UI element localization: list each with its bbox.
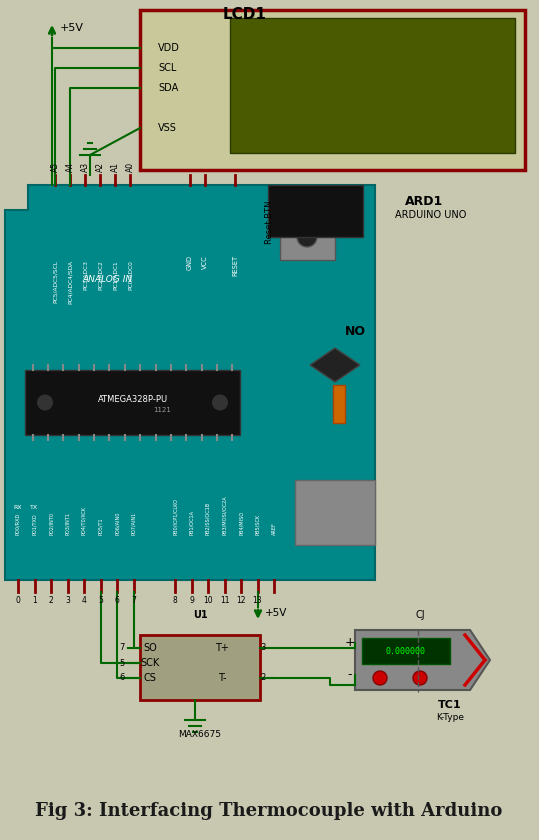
Text: 2: 2	[49, 596, 53, 605]
Text: A5: A5	[51, 162, 59, 172]
Text: SCK: SCK	[140, 658, 160, 668]
Text: PD6/AIN0: PD6/AIN0	[114, 512, 120, 535]
Text: 0: 0	[16, 596, 20, 605]
Text: ANALOG IN: ANALOG IN	[83, 275, 133, 284]
Text: 7: 7	[131, 596, 136, 605]
Text: PC0/ADC0: PC0/ADC0	[128, 260, 133, 290]
Text: ARDUINO UNO: ARDUINO UNO	[395, 210, 466, 220]
Text: PC3/ADC3: PC3/ADC3	[82, 260, 87, 290]
Circle shape	[212, 395, 228, 411]
Text: A0: A0	[126, 162, 135, 172]
Text: 7: 7	[120, 643, 125, 653]
Text: GND: GND	[187, 255, 193, 270]
Text: PD5/T1: PD5/T1	[98, 517, 103, 535]
Text: ARD1: ARD1	[405, 195, 443, 208]
Polygon shape	[355, 630, 490, 690]
Circle shape	[373, 671, 387, 685]
Text: VDD: VDD	[158, 43, 180, 53]
Text: 3: 3	[260, 643, 265, 653]
Polygon shape	[5, 185, 375, 580]
Text: PB3/MOSI/OC2A: PB3/MOSI/OC2A	[222, 496, 227, 535]
Text: 2: 2	[260, 674, 265, 682]
Text: RESET: RESET	[232, 255, 238, 276]
Text: K-Type: K-Type	[436, 713, 464, 722]
Text: PC1/ADC1: PC1/ADC1	[113, 260, 118, 290]
Text: PD7/AIN1: PD7/AIN1	[131, 512, 136, 535]
Text: PD0/RXD: PD0/RXD	[16, 512, 20, 535]
Text: 11: 11	[220, 596, 229, 605]
Circle shape	[37, 395, 53, 411]
Text: 6: 6	[120, 674, 125, 682]
Bar	[295, 480, 375, 545]
Polygon shape	[310, 348, 360, 382]
Text: 0.000000: 0.000000	[386, 647, 426, 655]
Text: Reset BTN: Reset BTN	[266, 200, 274, 244]
Text: AREF: AREF	[272, 522, 277, 535]
Text: T+: T+	[215, 643, 229, 653]
Bar	[362, 638, 450, 664]
Text: 13: 13	[253, 596, 262, 605]
Bar	[268, 185, 363, 237]
Text: PD1/TXD: PD1/TXD	[32, 513, 37, 535]
Text: 12: 12	[236, 596, 246, 605]
Text: 3: 3	[65, 596, 70, 605]
Text: PB0/ICP1/CLKO: PB0/ICP1/CLKO	[172, 498, 177, 535]
Text: TX: TX	[30, 505, 39, 510]
Text: TC1: TC1	[438, 700, 462, 710]
Text: PB4/MISO: PB4/MISO	[238, 511, 244, 535]
Text: RX: RX	[14, 505, 22, 510]
Text: 8: 8	[172, 596, 177, 605]
Text: PB1/OC1A: PB1/OC1A	[189, 510, 194, 535]
Text: A3: A3	[80, 162, 89, 172]
Text: PC2/ADC2: PC2/ADC2	[98, 260, 102, 290]
Text: SO: SO	[143, 643, 157, 653]
Text: 9: 9	[189, 596, 194, 605]
Text: SDA: SDA	[158, 83, 178, 93]
Text: PB5/SCK: PB5/SCK	[255, 514, 260, 535]
Text: ATMEGA328P-PU: ATMEGA328P-PU	[98, 395, 168, 404]
Circle shape	[297, 227, 317, 247]
Text: T-: T-	[218, 673, 226, 683]
Bar	[230, 18, 515, 153]
Text: 5: 5	[98, 596, 103, 605]
Text: Fig 3: Interfacing Thermocouple with Arduino: Fig 3: Interfacing Thermocouple with Ard…	[36, 802, 503, 820]
Text: 4: 4	[81, 596, 86, 605]
Text: +5V: +5V	[60, 23, 84, 33]
Text: NO: NO	[345, 325, 366, 338]
Text: +: +	[344, 637, 355, 649]
Text: PB2/SS/OC1B: PB2/SS/OC1B	[205, 501, 211, 535]
Bar	[280, 215, 335, 260]
Bar	[140, 10, 525, 170]
Text: A4: A4	[66, 162, 74, 172]
Text: PD4/T0/XCK: PD4/T0/XCK	[81, 506, 86, 535]
Text: -: -	[348, 669, 353, 681]
Text: +5V: +5V	[265, 608, 287, 618]
Text: 6: 6	[115, 596, 120, 605]
Text: PC4/ADC4/SDA: PC4/ADC4/SDA	[67, 260, 73, 304]
Text: 5: 5	[120, 659, 125, 668]
Text: VCC: VCC	[202, 255, 208, 269]
Text: PD3/INT1: PD3/INT1	[65, 512, 70, 535]
Text: A1: A1	[110, 162, 120, 172]
Text: CS: CS	[143, 673, 156, 683]
Text: VSS: VSS	[158, 123, 177, 133]
Text: MAX6675: MAX6675	[178, 730, 222, 739]
Text: U1: U1	[192, 610, 208, 620]
Text: SCL: SCL	[158, 63, 176, 73]
Text: CJ: CJ	[415, 610, 425, 620]
Text: A2: A2	[95, 162, 105, 172]
Circle shape	[413, 671, 427, 685]
Text: LCD1: LCD1	[223, 7, 267, 22]
Bar	[333, 385, 345, 423]
Text: 1121: 1121	[154, 407, 171, 413]
Text: 10: 10	[203, 596, 213, 605]
Text: 1: 1	[32, 596, 37, 605]
Bar	[25, 370, 240, 435]
Text: PD2/INT0: PD2/INT0	[49, 512, 53, 535]
Bar	[140, 635, 260, 700]
Text: PC5/ADC5/SCL: PC5/ADC5/SCL	[52, 260, 58, 303]
